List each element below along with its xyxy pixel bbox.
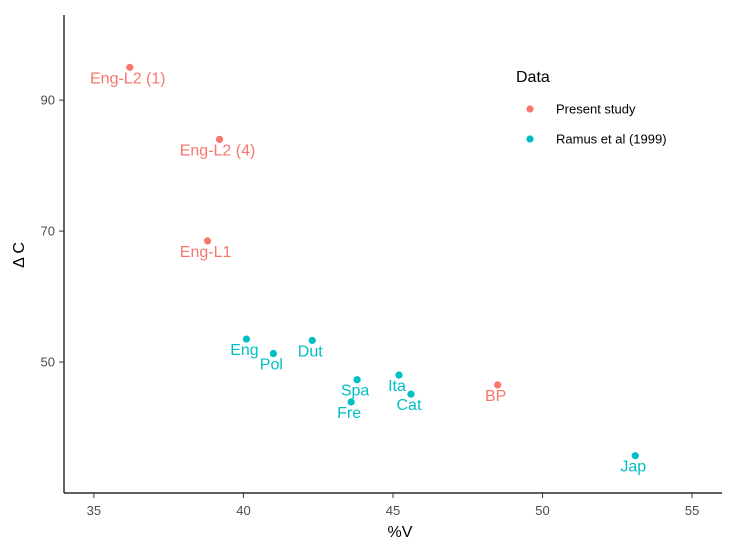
legend-label: Present study xyxy=(556,102,636,117)
legend-entries: Present study Ramus et al (1999) xyxy=(526,102,667,147)
data-point xyxy=(308,336,316,345)
x-axis-title: %V xyxy=(388,524,413,541)
point-label: Eng-L2 (1) xyxy=(90,70,166,87)
y-tick-label: 90 xyxy=(41,93,55,108)
x-tick-label: 45 xyxy=(386,503,400,518)
data-point xyxy=(347,398,355,406)
data-point xyxy=(631,452,639,460)
data-point xyxy=(269,349,277,358)
point-label: Pol xyxy=(260,357,283,374)
legend-title: Data xyxy=(516,69,550,86)
legend-key xyxy=(526,135,534,143)
y-axis-title: Δ C xyxy=(11,242,28,268)
point-label: Eng-L1 xyxy=(180,244,232,261)
x-axis-ticks: 35 40 45 50 55 xyxy=(87,493,699,518)
y-tick-label: 50 xyxy=(41,355,55,370)
point-label: Fre xyxy=(337,405,361,422)
x-tick-label: 35 xyxy=(87,503,101,518)
x-tick-label: 55 xyxy=(685,503,699,518)
point-label: Ita xyxy=(388,378,406,395)
point-label: Spa xyxy=(341,383,370,400)
y-axis-ticks: 50 70 90 xyxy=(41,93,64,370)
point-label: Jap xyxy=(620,459,646,476)
data-point xyxy=(395,371,403,379)
legend-key xyxy=(526,105,534,113)
data-point xyxy=(126,63,134,71)
legend: Data Present study Ramus et al (1999) xyxy=(516,69,667,147)
point-label: Dut xyxy=(298,343,323,360)
y-tick-label: 70 xyxy=(41,224,55,239)
x-tick-label: 40 xyxy=(236,503,250,518)
x-tick-label: 50 xyxy=(535,503,549,518)
point-label: Eng xyxy=(230,342,258,359)
data-point xyxy=(407,390,415,398)
data-point xyxy=(215,135,224,144)
data-point xyxy=(203,237,212,245)
data-points xyxy=(126,63,639,460)
legend-label: Ramus et al (1999) xyxy=(556,132,667,147)
data-point xyxy=(494,381,502,389)
data-point xyxy=(242,335,251,343)
data-point xyxy=(353,376,361,384)
point-label: BP xyxy=(485,388,506,405)
point-label: Cat xyxy=(396,397,421,414)
point-label: Eng-L2 (4) xyxy=(180,142,256,159)
